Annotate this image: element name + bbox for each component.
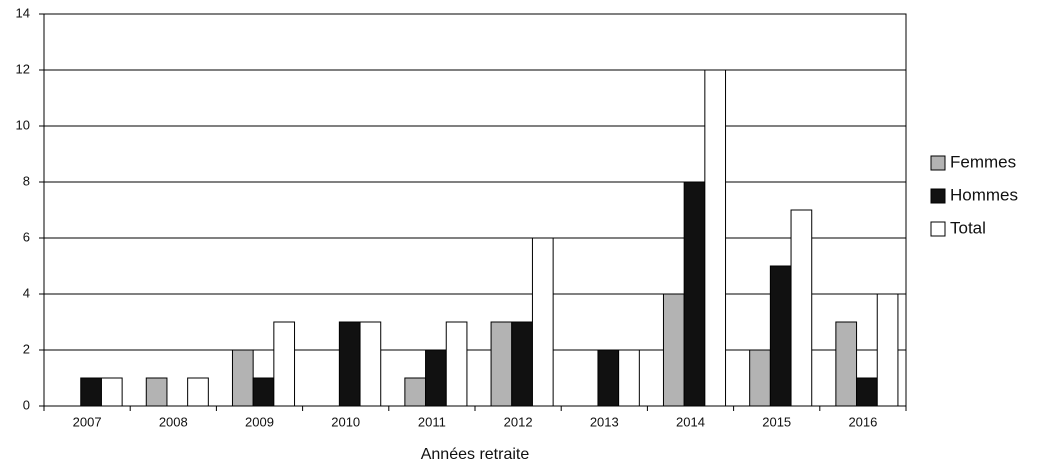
x-tick-label: 2008	[159, 414, 188, 429]
bar	[187, 377, 209, 407]
bar	[704, 69, 727, 407]
bar	[425, 349, 447, 407]
y-tick-label: 6	[23, 229, 30, 244]
y-tick-label: 8	[23, 173, 30, 188]
y-tick-label: 10	[16, 117, 30, 132]
bar	[749, 349, 771, 407]
y-tick-label: 4	[23, 285, 30, 300]
x-tick-label: 2012	[504, 414, 533, 429]
x-tick-label: 2014	[676, 414, 705, 429]
y-tick-label: 14	[16, 5, 30, 20]
bar	[252, 377, 275, 407]
y-tick-label: 2	[23, 341, 30, 356]
x-tick-label: 2007	[73, 414, 102, 429]
x-tick-label: 2016	[848, 414, 877, 429]
bar	[100, 377, 123, 407]
bar	[80, 377, 102, 407]
bar	[338, 321, 361, 407]
bar	[790, 209, 813, 407]
legend-swatch	[930, 221, 946, 237]
bar	[835, 321, 858, 407]
bar	[231, 349, 254, 407]
y-tick-label: 12	[16, 61, 30, 76]
bar	[511, 321, 533, 407]
legend-swatch	[930, 155, 946, 171]
bar	[531, 237, 554, 407]
bar	[404, 377, 427, 407]
bar	[683, 181, 706, 407]
bar	[876, 293, 899, 407]
x-tick-label: 2013	[590, 414, 619, 429]
x-tick-label: 2011	[418, 414, 446, 429]
legend-label: Total	[950, 218, 986, 237]
bar	[769, 265, 792, 407]
bar	[618, 349, 640, 407]
bar	[662, 293, 685, 407]
bar	[445, 321, 468, 407]
bar	[273, 321, 296, 407]
bar	[359, 321, 382, 407]
bar	[145, 377, 168, 407]
legend-swatch	[930, 188, 946, 204]
legend-label: Hommes	[950, 185, 1018, 204]
x-tick-label: 2009	[245, 414, 274, 429]
x-axis-label: Années retraite	[421, 446, 530, 463]
x-tick-label: 2015	[762, 414, 791, 429]
bar	[856, 377, 878, 407]
x-tick-label: 2010	[331, 414, 360, 429]
bar	[597, 349, 620, 407]
y-tick-label: 0	[23, 397, 30, 412]
bar	[490, 321, 513, 407]
legend-label: Femmes	[950, 152, 1016, 171]
